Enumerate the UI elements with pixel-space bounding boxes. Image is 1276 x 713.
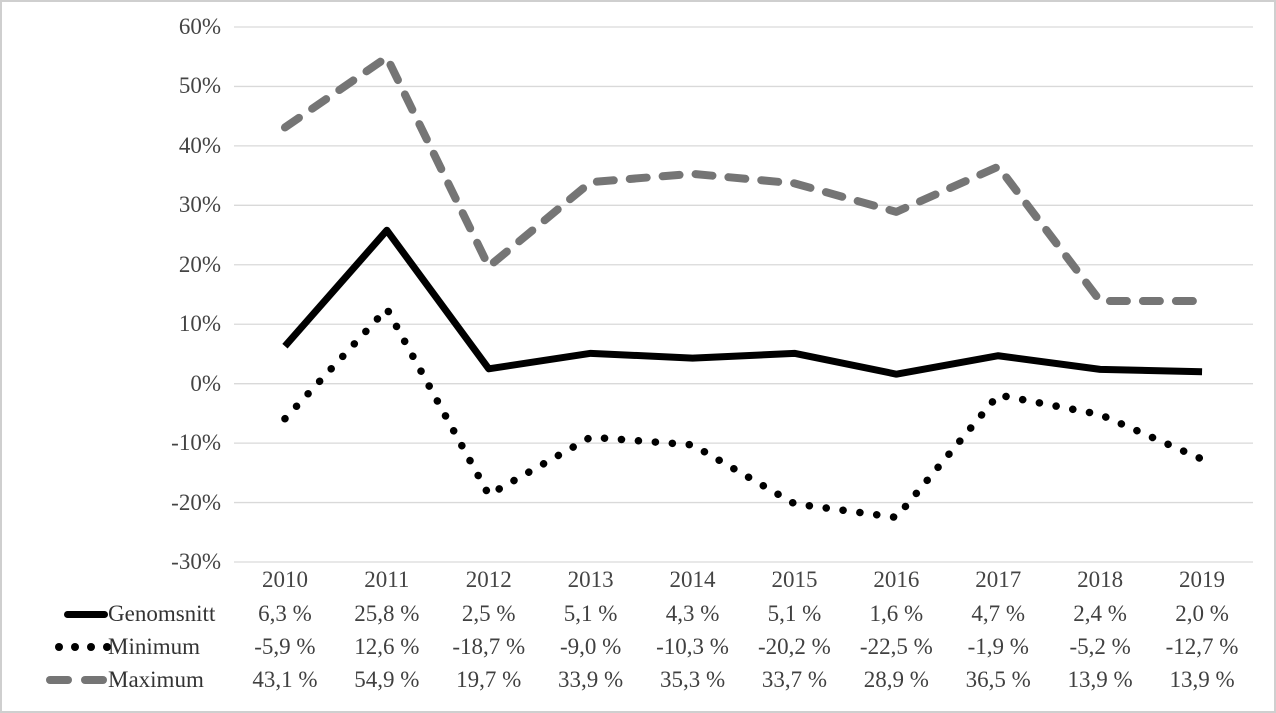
table-value-cell: -9,0 % bbox=[559, 634, 622, 659]
table-value-cell: -20,2 % bbox=[758, 634, 831, 659]
table-value-cell: 5,1 % bbox=[563, 601, 618, 626]
x-axis-year-label: 2011 bbox=[364, 567, 410, 592]
table-value-cell: 35,3 % bbox=[659, 667, 726, 692]
table-value-cell: -18,7 % bbox=[452, 634, 526, 659]
y-axis-tick-label: -10% bbox=[171, 430, 221, 456]
table-value-cell: 2,4 % bbox=[1073, 601, 1127, 626]
table-value-cell: 13,9 % bbox=[1169, 667, 1235, 692]
table-value-cell: -1,9 % bbox=[967, 634, 1029, 659]
legend-key-dotted bbox=[103, 643, 111, 651]
x-axis-year-label: 2019 bbox=[1179, 567, 1226, 592]
table-value-cell: 1,6 % bbox=[869, 601, 924, 626]
table-value-cell: 13,9 % bbox=[1067, 667, 1133, 692]
x-axis-year-label: 2018 bbox=[1077, 567, 1124, 592]
y-axis-tick-label: 10% bbox=[178, 311, 221, 337]
table-value-cell: 54,9 % bbox=[354, 667, 420, 692]
table-value-cell: 33,7 % bbox=[761, 667, 828, 692]
y-axis-tick-label: 0% bbox=[190, 370, 221, 396]
x-axis-year-label: 2016 bbox=[873, 567, 920, 592]
table-value-cell: 12,6 % bbox=[354, 634, 420, 659]
table-value-cell: 33,9 % bbox=[558, 667, 624, 692]
x-axis-year-label: 2014 bbox=[669, 567, 716, 592]
table-value-cell: 43,1 % bbox=[252, 667, 318, 692]
legend-key-dotted bbox=[87, 643, 95, 651]
legend-key-dotted bbox=[55, 643, 63, 651]
table-value-cell: 25,8 % bbox=[354, 601, 420, 626]
table-value-cell: -12,7 % bbox=[1165, 634, 1239, 659]
y-axis-tick-label: 50% bbox=[178, 73, 221, 99]
table-value-cell: 36,5 % bbox=[965, 667, 1031, 692]
x-axis-year-label: 2013 bbox=[567, 567, 614, 592]
x-axis-year-label: 2012 bbox=[465, 567, 512, 592]
table-value-cell: 4,7 % bbox=[971, 601, 1026, 626]
legend-key-solid bbox=[64, 610, 108, 618]
table-value-cell: -10,3 % bbox=[656, 634, 729, 659]
x-axis-year-label: 2010 bbox=[261, 567, 308, 592]
table-value-cell: 6,3 % bbox=[258, 601, 312, 626]
legend-key-dotted bbox=[71, 643, 79, 651]
legend-key-dashed bbox=[81, 676, 107, 684]
legend-series-label: Genomsnitt bbox=[108, 601, 216, 626]
legend-series-label: Minimum bbox=[108, 634, 201, 659]
table-value-cell: 2,5 % bbox=[461, 601, 516, 626]
x-axis-year-label: 2017 bbox=[975, 567, 1022, 592]
x-axis-year-label: 2015 bbox=[771, 567, 818, 592]
y-axis-tick-label: 40% bbox=[178, 132, 221, 158]
y-axis-tick-label: 60% bbox=[178, 14, 221, 39]
series-line-maximum bbox=[280, 53, 1207, 306]
table-value-cell: 19,7 % bbox=[456, 667, 522, 692]
table-value-cell: -5,9 % bbox=[254, 634, 316, 659]
y-axis-tick-label: -30% bbox=[171, 549, 221, 574]
table-value-cell: 2,0 % bbox=[1175, 601, 1229, 626]
series-line-genomsnitt bbox=[282, 226, 1203, 378]
table-value-cell: 28,9 % bbox=[863, 667, 929, 692]
y-axis-tick-label: -20% bbox=[171, 489, 221, 515]
series-line-minimum bbox=[281, 305, 1206, 522]
y-axis-tick-label: 20% bbox=[178, 251, 221, 277]
table-value-cell: 5,1 % bbox=[767, 601, 822, 626]
table-value-cell: -22,5 % bbox=[859, 634, 933, 659]
legend-series-label: Maximum bbox=[108, 667, 204, 692]
table-value-cell: -5,2 % bbox=[1069, 634, 1131, 659]
y-axis-tick-label: 30% bbox=[178, 192, 221, 218]
legend-key-dashed bbox=[46, 676, 72, 684]
table-value-cell: 4,3 % bbox=[665, 601, 720, 626]
